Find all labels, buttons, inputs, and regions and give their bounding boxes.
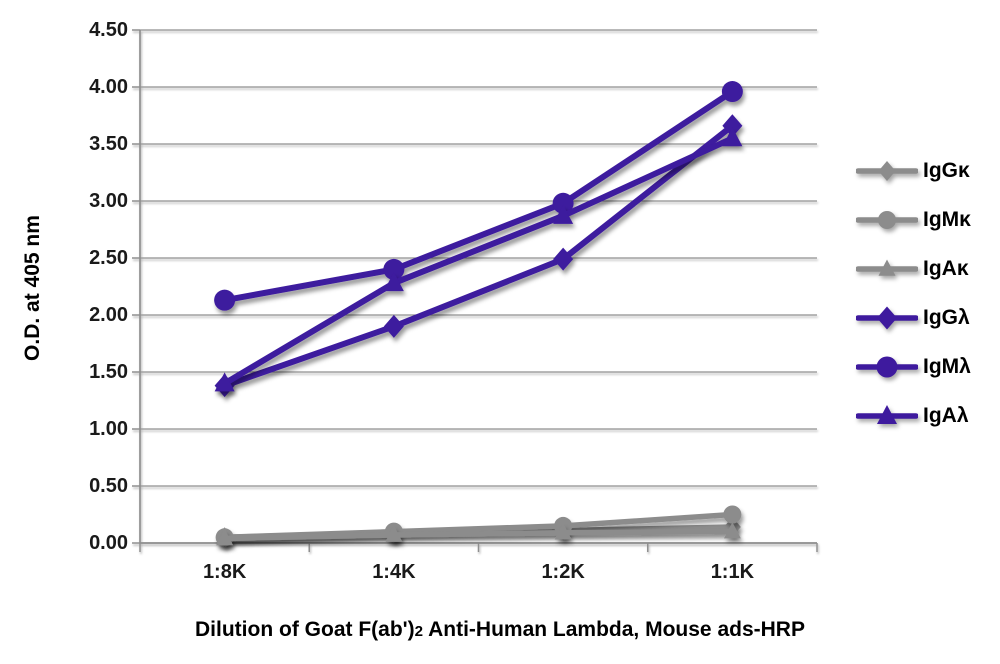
legend-item-IgAκ: IgAκ — [856, 244, 971, 293]
x-axis-title-text: Dilution of Goat F(ab') — [195, 618, 415, 641]
chart-legend: IgGκ IgMκ IgAκ IgGλ IgMλ IgAλ — [856, 146, 971, 440]
diamond-legend-marker-icon — [856, 306, 918, 329]
x-axis-title-text: Anti-Human Lambda, Mouse ads-HRP — [423, 618, 805, 641]
gridlines-and-axes — [132, 29, 818, 552]
series-IgAλ — [214, 127, 743, 392]
diamond-marker — [553, 247, 574, 271]
legend-item-IgGκ: IgGκ — [856, 146, 971, 195]
triangle-marker — [383, 272, 404, 292]
triangle-marker — [553, 204, 574, 224]
diamond-marker — [722, 114, 743, 138]
x-tick-label: 1:1K — [710, 561, 755, 583]
y-tick-label: 3.50 — [89, 133, 128, 155]
triangle-marker — [722, 127, 743, 147]
series-line — [221, 528, 736, 542]
x-axis-title-subscript: 2 — [414, 623, 424, 640]
triangle-marker — [385, 525, 403, 542]
diamond-legend-marker-icon — [856, 160, 918, 181]
triangle-marker — [723, 522, 741, 539]
triangle-marker — [216, 528, 234, 546]
y-axis-title: O.D. at 405 nm — [21, 215, 44, 361]
triangle-legend-marker-icon — [856, 404, 918, 424]
y-tick-label: 1.50 — [89, 361, 128, 383]
series-IgGλ — [214, 114, 743, 398]
series-line — [221, 88, 736, 304]
triangle-marker — [877, 404, 897, 424]
legend-item-IgAλ: IgAλ — [856, 391, 971, 440]
circle-marker — [552, 192, 574, 214]
circle-legend-marker-icon — [856, 356, 918, 377]
triangle-marker — [214, 372, 235, 392]
series-IgMλ — [214, 81, 743, 311]
y-tick-label: 2.00 — [89, 304, 128, 326]
triangle-legend-marker-icon — [856, 259, 918, 276]
circle-marker — [214, 289, 236, 311]
series-IgAκ — [216, 522, 741, 546]
circle-marker — [878, 210, 896, 229]
x-tick-label: 1:8K — [202, 561, 247, 583]
legend-item-IgGλ: IgGλ — [856, 293, 971, 342]
circle-marker — [876, 356, 898, 377]
y-tick-label: 0.00 — [89, 532, 128, 554]
circle-marker — [383, 258, 405, 280]
triangle-marker — [878, 259, 896, 276]
y-tick-label: 4.00 — [89, 76, 128, 98]
circle-marker — [723, 505, 742, 524]
legend-label: IgAλ — [923, 403, 969, 427]
legend-item-IgMκ: IgMκ — [856, 195, 971, 244]
diamond-marker — [383, 314, 404, 338]
y-tick-label: 0.50 — [89, 475, 128, 497]
y-tick-label: 1.00 — [89, 418, 128, 440]
circle-legend-marker-icon — [856, 210, 918, 229]
y-tick-label: 2.50 — [89, 247, 128, 269]
legend-label: IgGκ — [923, 158, 970, 182]
triangle-marker — [554, 523, 572, 540]
legend-item-IgMλ: IgMλ — [856, 342, 971, 391]
series-line — [221, 122, 736, 389]
legend-label: IgMκ — [923, 207, 971, 231]
y-tick-label: 4.50 — [89, 19, 128, 41]
diamond-marker — [877, 306, 897, 329]
legend-label: IgMλ — [923, 354, 971, 378]
x-tick-label: 1:4K — [372, 561, 416, 583]
legend-label: IgAκ — [923, 256, 969, 280]
circle-marker — [721, 81, 743, 103]
y-tick-label: 3.00 — [89, 190, 128, 212]
x-tick-label: 1:2K — [541, 561, 585, 583]
series-line — [221, 135, 736, 387]
legend-label: IgGλ — [923, 305, 970, 329]
diamond-marker — [878, 160, 896, 181]
x-axis-title: Dilution of Goat F(ab')2 Anti-Human Lamb… — [0, 618, 1000, 642]
